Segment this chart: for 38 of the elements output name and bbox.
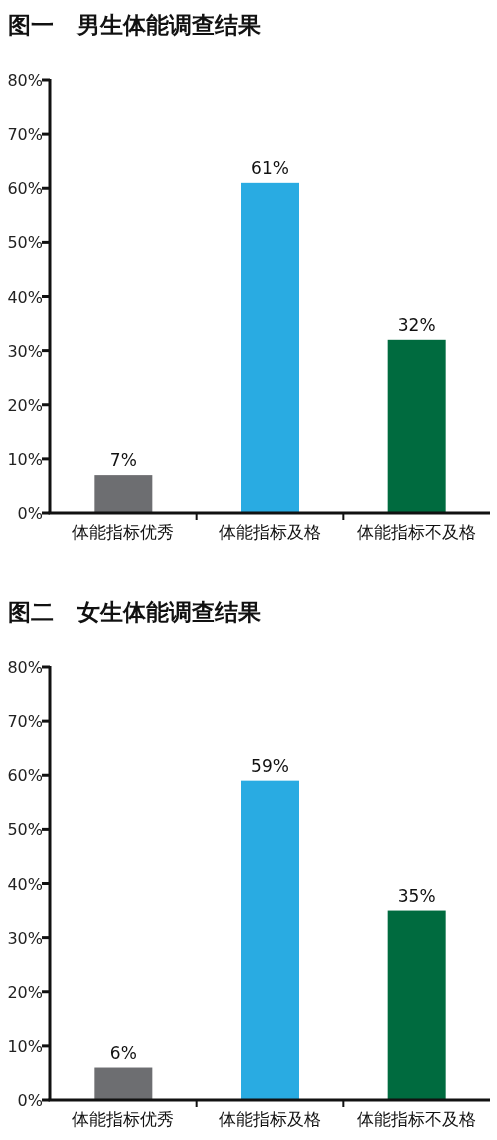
y-tick-label: 80% (7, 658, 43, 677)
y-tick-label: 30% (7, 928, 43, 948)
y-tick-label: 20% (7, 982, 43, 1002)
y-tick-label: 50% (7, 820, 43, 840)
y-tick-label: 60% (7, 179, 43, 199)
y-tick-label: 10% (7, 1036, 43, 1056)
y-tick-label: 40% (7, 874, 43, 894)
y-tick-label: 30% (7, 341, 43, 361)
y-tick-label: 50% (7, 233, 43, 253)
y-tick-label: 0% (17, 1091, 43, 1110)
bar (387, 910, 446, 1100)
x-tick-label: 体能指标不及格 (357, 1109, 477, 1129)
x-tick-label: 体能指标不及格 (357, 522, 477, 542)
y-tick-label: 80% (7, 71, 43, 90)
bar (387, 339, 446, 513)
chart-title: 图一 男生体能调查结果 (8, 12, 261, 38)
chart-title: 图二 女生体能调查结果 (8, 599, 261, 625)
x-tick-label: 体能指标优秀 (72, 522, 175, 542)
data-label: 59% (251, 755, 289, 776)
bar (241, 182, 299, 513)
bar (94, 475, 153, 513)
data-label: 32% (397, 314, 436, 335)
y-tick-label: 40% (7, 287, 43, 307)
data-label: 6% (109, 1042, 137, 1063)
data-label: 35% (397, 885, 436, 906)
bar (241, 780, 299, 1100)
x-tick-label: 体能指标及格 (219, 1109, 321, 1129)
bar (94, 1067, 153, 1100)
y-tick-label: 0% (17, 504, 43, 523)
y-tick-label: 10% (7, 449, 43, 469)
y-tick-label: 20% (7, 395, 43, 415)
y-tick-label: 70% (7, 712, 43, 732)
data-label: 61% (251, 157, 289, 178)
x-tick-label: 体能指标及格 (219, 522, 321, 542)
y-tick-label: 60% (7, 766, 43, 786)
data-label: 7% (109, 450, 137, 471)
y-tick-label: 70% (7, 125, 43, 145)
x-tick-label: 体能指标优秀 (72, 1109, 175, 1129)
